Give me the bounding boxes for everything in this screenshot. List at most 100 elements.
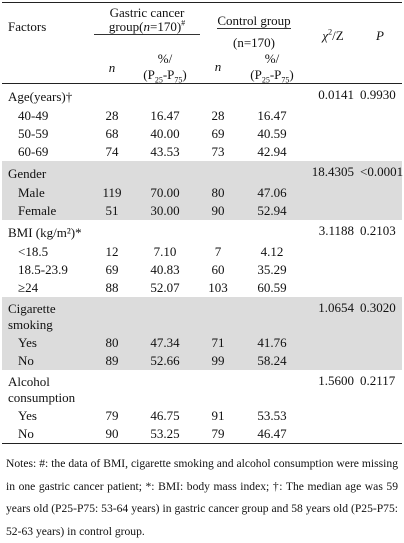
- control-pct: 60.59: [257, 280, 287, 295]
- control-n: 91: [211, 408, 225, 423]
- control-n: 73: [211, 144, 225, 159]
- empty-stat: [308, 334, 358, 352]
- empty-stat: [308, 352, 358, 370]
- control-pct: 42.94: [257, 144, 287, 159]
- empty-stat: [308, 107, 358, 125]
- header-row-1: Factors Gastric cancer group(n=170)# Con…: [2, 2, 402, 43]
- empty-stat: [308, 184, 358, 202]
- table-notes: Notes: #: the data of BMI, cigarette smo…: [6, 457, 398, 538]
- empty-stat: [308, 202, 358, 220]
- control-pct: 58.24: [236, 352, 308, 370]
- gastric-pct: 16.47: [150, 108, 180, 123]
- section-label: BMI (kg/m²)*: [8, 225, 82, 240]
- gastric-pct: 52.07: [150, 280, 180, 295]
- control-n: 79: [211, 426, 225, 441]
- table-row: Female 51 30.00 90 52.94: [2, 202, 402, 220]
- gastric-group-title: Gastric cancer group(n=170)#: [94, 6, 200, 35]
- section-label: Age(years)†: [8, 89, 73, 104]
- empty-stat: [308, 261, 358, 279]
- header-row-2: (n=170): [2, 35, 402, 51]
- gastric-n: 28: [105, 108, 119, 123]
- row-label: Yes: [18, 408, 37, 423]
- table-row: Male 119 70.00 80 47.06: [2, 184, 402, 202]
- gastric-group-header: Gastric cancer group(n=170)#: [94, 3, 200, 35]
- control-pct: 4.12: [260, 244, 284, 259]
- table-row: Yes 80 47.34 71 41.76: [2, 334, 402, 352]
- control-pct: 16.47: [257, 108, 287, 123]
- table-row: 50-59 68 40.00 69 40.59: [2, 125, 402, 143]
- table-body: Age(years)† 0.0141 0.9930 40-49 28 16.47 28 16.…: [2, 84, 403, 444]
- table-row: 18.5-23.9 69 40.83 60 35.29: [2, 261, 402, 279]
- control-n: 69: [211, 126, 225, 141]
- gastric-n: 119: [94, 184, 130, 202]
- header-row-3: n %/(P25-P75) n %/(P25-P75): [2, 51, 402, 84]
- gastric-n-caption: [94, 35, 200, 51]
- gastric-pct: 43.53: [150, 144, 180, 159]
- table-row: 40-49 28 16.47 28 16.47: [2, 107, 402, 125]
- empty-p: [358, 261, 402, 279]
- table-row: ≥24 88 52.07 103 60.59: [2, 279, 402, 297]
- table-row: No 89 52.66 99 58.24: [2, 352, 402, 370]
- gastric-pct: 7.10: [153, 244, 177, 259]
- empty-p: [358, 143, 402, 161]
- empty-p: [358, 125, 402, 143]
- section-p-value: 0.2117: [360, 373, 396, 388]
- gastric-pct-col: %/(P25-P75): [143, 51, 187, 85]
- control-group-title: Control group: [217, 12, 291, 29]
- table-row: No 90 53.25 79 46.47: [2, 425, 402, 444]
- control-pct: 53.53: [257, 408, 287, 423]
- gastric-n: 74: [105, 144, 119, 159]
- control-n: 103: [208, 280, 228, 295]
- gastric-n: 79: [105, 408, 119, 423]
- section-stat: 1.0654: [308, 297, 358, 334]
- gastric-n: 69: [105, 262, 119, 277]
- gastric-pct: 47.34: [130, 334, 200, 352]
- table-row: 60-69 74 43.53 73 42.94: [2, 143, 402, 161]
- empty-p: [358, 352, 402, 370]
- gastric-n: 80: [94, 334, 130, 352]
- gastric-pct: 30.00: [130, 202, 200, 220]
- p-header: P: [376, 28, 384, 43]
- row-label: Yes: [2, 334, 94, 352]
- section-stat: 18.4305: [308, 161, 358, 184]
- section-stat: 3.1188: [318, 223, 354, 238]
- control-pct: 52.94: [236, 202, 308, 220]
- control-pct: 35.29: [257, 262, 287, 277]
- row-label: 40-49: [18, 108, 49, 123]
- control-pct: 41.76: [236, 334, 308, 352]
- section-row: BMI (kg/m²)* 3.1188 0.2103: [2, 220, 402, 243]
- control-n: 71: [200, 334, 236, 352]
- control-group-header: Control group: [200, 3, 308, 36]
- table-row: <18.5 12 7.10 7 4.12: [2, 243, 402, 261]
- section-row: Age(years)† 0.0141 0.9930: [2, 84, 402, 108]
- row-label: 18.5-23.9: [18, 262, 68, 277]
- section-label: Alcohol consumption: [8, 374, 76, 405]
- control-n: 7: [214, 244, 222, 259]
- control-n: 80: [200, 184, 236, 202]
- factors-table: Factors Gastric cancer group(n=170)# Con…: [2, 2, 403, 444]
- control-pct: 46.47: [257, 426, 287, 441]
- gastric-pct: 53.25: [150, 426, 180, 441]
- section-p-value: 0.9930: [360, 87, 396, 102]
- section-row: Gender 18.4305 <0.0001: [2, 161, 403, 184]
- section-p-value: <0.0001: [358, 161, 403, 184]
- section-label: Gender: [2, 161, 308, 184]
- section-label: Cigarette smoking: [2, 297, 308, 334]
- gastric-n: 68: [105, 126, 119, 141]
- empty-p: [358, 202, 402, 220]
- empty-p: [358, 184, 402, 202]
- control-pct-col: %/(P25-P75): [250, 51, 294, 85]
- empty-p: [358, 425, 402, 444]
- row-label: 60-69: [18, 144, 49, 159]
- empty-stat: [308, 425, 358, 444]
- empty-stat: [308, 407, 358, 425]
- gastric-n: 89: [94, 352, 130, 370]
- section-row: Alcohol consumption 1.5600 0.2117: [2, 370, 402, 407]
- row-label: 50-59: [18, 126, 49, 141]
- control-pct: 40.59: [257, 126, 287, 141]
- gastric-pct: 46.75: [150, 408, 180, 423]
- row-label: No: [2, 352, 94, 370]
- control-n-col: n: [214, 59, 222, 74]
- row-label: No: [18, 426, 34, 441]
